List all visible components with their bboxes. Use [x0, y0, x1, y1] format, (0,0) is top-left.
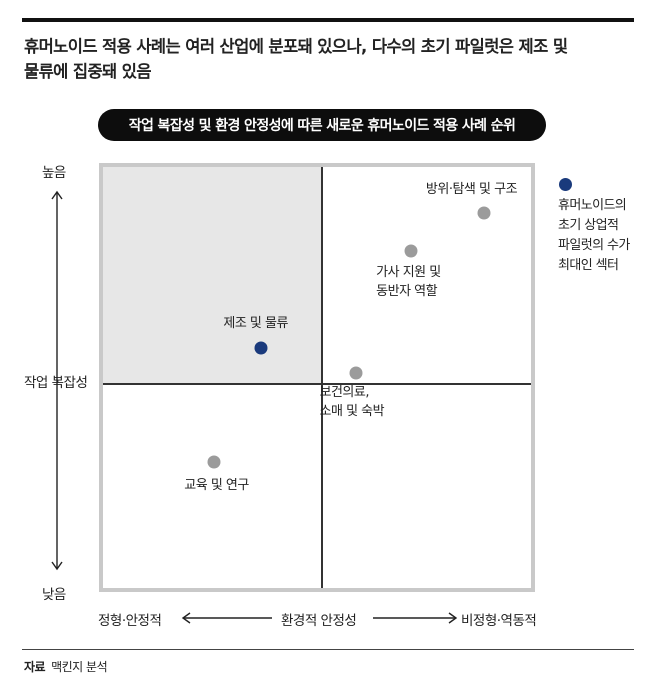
- y-high-label: 높음: [42, 165, 66, 181]
- data-point: [254, 341, 268, 355]
- horizontal-divider: [103, 383, 531, 385]
- data-point-label-line: 방위·탐색 및 구조: [425, 182, 518, 198]
- data-point: [477, 206, 491, 220]
- data-point-label: 제조 및 물류: [223, 314, 288, 333]
- legend-line: 초기 상업적: [558, 218, 619, 233]
- legend-line: 최대인 섹터: [558, 258, 619, 273]
- x-low-label: 정형·안정적: [98, 613, 162, 629]
- source-text: 맥킨지 분석: [51, 660, 108, 674]
- data-point-label-line: 교육 및 연구: [184, 477, 249, 493]
- chart-title: 작업 복잡성 및 환경 안정성에 따른 새로운 휴머노이드 적용 사례 순위: [98, 109, 546, 141]
- headline-line-1: 휴머노이드 적용 사례는 여러 산업에 분포돼 있으나, 다수의 초기 파일럿은…: [24, 37, 568, 56]
- y-low-label: 낮음: [42, 587, 66, 603]
- vertical-divider: [321, 167, 323, 588]
- legend-line: 파일럿의 수가: [558, 238, 630, 253]
- top-rule: [22, 18, 634, 22]
- source-label: 자료: [24, 660, 46, 674]
- x-arrow-left-head: [181, 612, 191, 624]
- data-point-label-line: 동반자 역할: [376, 284, 438, 300]
- data-point-label: 교육 및 연구: [184, 476, 249, 495]
- data-point: [207, 455, 221, 469]
- legend-text: 휴머노이드의 초기 상업적 파일럿의 수가 최대인 섹터: [558, 196, 654, 276]
- legend-marker: [559, 178, 572, 191]
- data-point-label: 방위·탐색 및 구조: [425, 180, 518, 199]
- x-high-label: 비정형·역동적: [461, 613, 537, 629]
- headline-line-2: 물류에 집중돼 있음: [24, 62, 152, 81]
- y-arrow-up-head: [51, 190, 63, 200]
- y-axis-label: 작업 복잡성: [24, 375, 88, 391]
- data-point-label-line: 가사 지원 및: [376, 265, 441, 281]
- headline: 휴머노이드 적용 사례는 여러 산업에 분포돼 있으나, 다수의 초기 파일럿은…: [24, 34, 624, 84]
- data-point-label: 보건의료, 소매 및 숙박: [320, 383, 385, 421]
- x-arrow-right-head: [448, 612, 458, 624]
- data-point-label-line: 소매 및 숙박: [319, 404, 385, 420]
- data-point-label-line: 제조 및 물류: [223, 316, 288, 332]
- highlighted-quadrant: [103, 167, 321, 383]
- x-axis-label: 환경적 안정성: [281, 613, 357, 629]
- data-point: [404, 244, 418, 258]
- y-arrow-down-head: [51, 561, 63, 571]
- bottom-rule: [22, 649, 634, 650]
- legend-line: 휴머노이드의: [558, 198, 627, 213]
- source-note: 자료 맥킨지 분석: [24, 658, 108, 675]
- data-point: [349, 366, 363, 380]
- data-point-label-line: 보건의료,: [319, 385, 370, 401]
